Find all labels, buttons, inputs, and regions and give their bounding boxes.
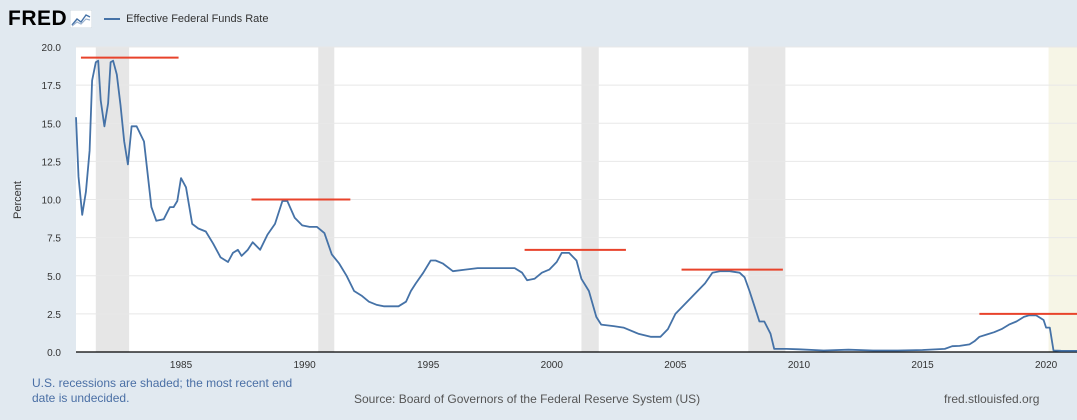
y-tick-label: 12.5 [42,157,62,168]
y-tick-label: 7.5 [47,234,61,245]
fred-chart-icon [70,10,93,28]
y-tick-label: 10.0 [42,196,62,207]
source-text: Source: Board of Governors of the Federa… [354,392,701,406]
recession-note: U.S. recessions are shaded; the most rec… [32,376,293,405]
x-tick-label: 2010 [788,360,811,371]
x-tick-label: 2005 [664,360,687,371]
y-tick-label: 5.0 [47,272,61,283]
fred-logo[interactable]: FRED [8,7,68,30]
x-tick-label: 2000 [541,360,564,371]
legend-swatch [104,18,121,20]
x-tick-label: 2020 [1035,360,1058,371]
x-tick-label: 1985 [170,360,193,371]
x-tick-label: 1990 [293,360,316,371]
annotation-lines [80,56,1077,315]
legend: Effective Federal Funds Rate [104,13,268,25]
x-tick-label: 2015 [911,360,934,371]
y-tick-label: 20.0 [42,43,62,54]
y-tick-label: 15.0 [42,119,62,130]
x-tick-label: 1995 [417,360,440,371]
series-line [75,59,1077,352]
y-axis-label: Percent [12,181,24,219]
gridlines [76,46,1077,353]
chart-header: FRED Effective Federal Funds Rate [8,6,268,32]
series-lines [75,59,1077,352]
y-tick-label: 2.5 [47,310,61,321]
site-link[interactable]: fred.stlouisfed.org [944,392,1040,406]
legend-label: Effective Federal Funds Rate [126,13,269,25]
y-tick-label: 17.5 [42,81,62,92]
y-tick-labels: 0.0 2.5 5.0 7.5 10.0 12.5 15.0 17.5 20.0 [42,43,62,359]
x-tick-labels: 1985 1990 1995 2000 2005 2010 2015 2020 [170,360,1058,371]
y-tick-label: 0.0 [47,348,61,359]
